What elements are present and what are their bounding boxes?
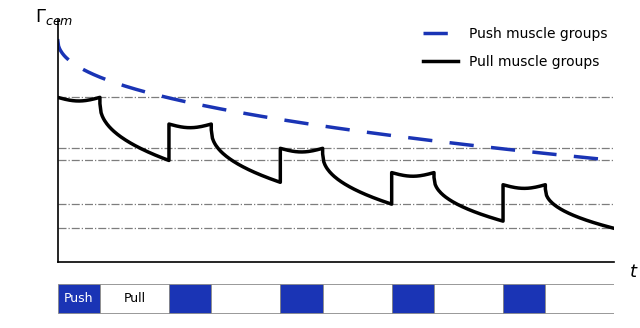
Text: Push: Push: [64, 292, 93, 305]
Bar: [169, 284, 211, 313]
Bar: [545, 284, 614, 313]
Bar: [100, 284, 169, 313]
Bar: [211, 284, 280, 313]
Text: Pull: Pull: [124, 292, 145, 305]
Bar: [434, 284, 503, 313]
Bar: [503, 284, 545, 313]
Legend: Push muscle groups, Pull muscle groups: Push muscle groups, Pull muscle groups: [423, 27, 607, 69]
Bar: [280, 284, 323, 313]
Text: t: t: [630, 263, 637, 281]
Bar: [323, 284, 392, 313]
Bar: [58, 284, 100, 313]
Bar: [392, 284, 434, 313]
Text: $\Gamma_{cem}$: $\Gamma_{cem}$: [35, 7, 74, 27]
